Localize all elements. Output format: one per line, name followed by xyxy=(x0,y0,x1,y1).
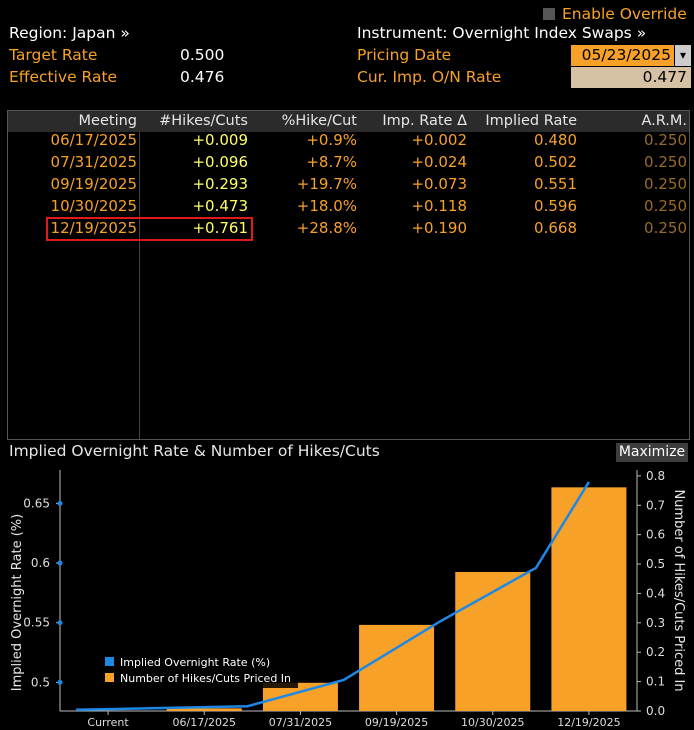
meeting-date-cell: 07/31/2025 xyxy=(50,153,137,171)
right-tick-label: 0.3 xyxy=(646,616,665,630)
left-tick-dot xyxy=(57,620,63,626)
enable-override-label[interactable]: Enable Override xyxy=(562,5,687,23)
left-tick-label: 0.6 xyxy=(31,556,50,570)
legend-bar-swatch xyxy=(105,673,114,682)
cur-imp-rate-label: Cur. Imp. O/N Rate xyxy=(357,68,502,86)
left-tick-label: 0.5 xyxy=(31,675,50,689)
maximize-button[interactable]: Maximize xyxy=(616,443,688,462)
x-tick-label: 12/19/2025 xyxy=(557,716,620,729)
arm-cell: 0.250 xyxy=(644,219,687,237)
imp-rate-delta-cell: +0.073 xyxy=(411,175,467,193)
imp-rate-delta-cell: +0.190 xyxy=(411,219,467,237)
x-tick-label: 06/17/2025 xyxy=(173,716,236,729)
left-tick-dot xyxy=(57,500,63,506)
left-tick-label: 0.55 xyxy=(23,616,50,630)
right-tick-label: 0.5 xyxy=(646,557,665,571)
highlight-box xyxy=(46,217,253,241)
arm-cell: 0.250 xyxy=(644,131,687,149)
right-tick-label: 0.6 xyxy=(646,528,665,542)
meeting-date-cell: 12/19/2025 xyxy=(50,219,137,237)
col-meeting[interactable]: Meeting xyxy=(78,113,137,129)
x-tick-label: 07/31/2025 xyxy=(269,716,332,729)
left-tick-dot xyxy=(57,560,63,566)
imp-rate-delta-cell: +0.002 xyxy=(411,131,467,149)
table-header: Meeting #Hikes/Cuts %Hike/Cut Imp. Rate … xyxy=(8,111,689,132)
pct-hike-cut-cell: +18.0% xyxy=(296,197,357,215)
hikes-bar xyxy=(455,571,531,711)
hikes-bar xyxy=(551,487,627,711)
implied-rate-cell: 0.668 xyxy=(534,219,577,237)
x-tick-label: 10/30/2025 xyxy=(461,716,524,729)
right-tick-label: 0.7 xyxy=(646,498,665,512)
column-divider xyxy=(139,132,140,439)
region-selector[interactable]: Region: Japan » xyxy=(9,24,130,42)
x-tick-label: Current xyxy=(87,716,129,729)
col-pct-hike-cut[interactable]: %Hike/Cut xyxy=(281,113,357,129)
legend-box xyxy=(100,652,298,688)
implied-rate-cell: 0.502 xyxy=(534,153,577,171)
pct-hike-cut-cell: +8.7% xyxy=(306,153,357,171)
imp-rate-delta-cell: +0.024 xyxy=(411,153,467,171)
right-tick-label: 0.2 xyxy=(646,645,665,659)
right-tick-label: 0.4 xyxy=(646,586,665,600)
implied-rate-line xyxy=(75,481,590,712)
hikes-cuts-cell: +0.761 xyxy=(192,219,248,237)
meetings-table: Meeting #Hikes/Cuts %Hike/Cut Imp. Rate … xyxy=(7,110,690,440)
hikes-cuts-cell: +0.096 xyxy=(192,153,248,171)
legend-line-label: Implied Overnight Rate (%) xyxy=(120,656,270,669)
arm-cell: 0.250 xyxy=(644,153,687,171)
hikes-bar xyxy=(359,624,435,711)
pct-hike-cut-cell: +0.9% xyxy=(306,131,357,149)
col-hikes-cuts[interactable]: #Hikes/Cuts xyxy=(159,113,248,129)
hikes-cuts-cell: +0.473 xyxy=(192,197,248,215)
implied-rate-cell: 0.551 xyxy=(534,175,577,193)
hikes-cuts-cell: +0.293 xyxy=(192,175,248,193)
implied-rate-cell: 0.596 xyxy=(534,197,577,215)
effective-rate-label: Effective Rate xyxy=(9,68,118,86)
chart-title: Implied Overnight Rate & Number of Hikes… xyxy=(9,442,380,460)
target-rate-value: 0.500 xyxy=(180,46,225,64)
imp-rate-delta-cell: +0.118 xyxy=(411,197,467,215)
hikes-cuts-cell: +0.009 xyxy=(192,131,248,149)
right-tick-label: 0.0 xyxy=(646,704,665,718)
pct-hike-cut-cell: +19.7% xyxy=(296,175,357,193)
col-arm[interactable]: A.R.M. xyxy=(641,113,687,129)
left-axis-title: Implied Overnight Rate (%) xyxy=(10,514,25,691)
left-tick-label: 0.65 xyxy=(23,496,50,510)
arm-cell: 0.250 xyxy=(644,197,687,215)
meeting-date-cell: 10/30/2025 xyxy=(50,197,137,215)
legend-bar-label: Number of Hikes/Cuts Priced In xyxy=(120,672,291,685)
hikes-bar xyxy=(166,708,242,711)
meeting-date-cell: 09/19/2025 xyxy=(50,175,137,193)
legend-line-swatch xyxy=(105,657,114,666)
right-tick-label: 0.1 xyxy=(646,675,665,689)
implied-rate-chart: 0.5 0.55 0.6 0.65 0.0 0.1 0.2 0.3 0.4 0.5 0.6 0.7 0.… xyxy=(10,469,686,729)
right-axis-title: Number of Hikes/Cuts Priced In xyxy=(671,489,686,691)
cur-imp-rate-field[interactable]: 0.477 xyxy=(571,67,691,88)
pct-hike-cut-cell: +28.8% xyxy=(296,219,357,237)
enable-override-checkbox[interactable] xyxy=(543,8,555,20)
col-implied-rate[interactable]: Implied Rate xyxy=(485,113,577,129)
x-tick-label: 09/19/2025 xyxy=(365,716,428,729)
arm-cell: 0.250 xyxy=(644,175,687,193)
calendar-icon[interactable]: ▾ xyxy=(675,45,691,66)
pricing-date-field[interactable]: 05/23/2025 xyxy=(571,45,674,66)
implied-rate-cell: 0.480 xyxy=(534,131,577,149)
instrument-selector[interactable]: Instrument: Overnight Index Swaps » xyxy=(357,24,647,42)
right-tick-label: 0.8 xyxy=(646,469,665,483)
col-imp-rate-delta[interactable]: Imp. Rate Δ xyxy=(382,113,467,129)
left-tick-dot xyxy=(57,679,63,685)
pricing-date-label: Pricing Date xyxy=(357,46,452,64)
effective-rate-value: 0.476 xyxy=(180,68,225,86)
meeting-date-cell: 06/17/2025 xyxy=(50,131,137,149)
target-rate-label: Target Rate xyxy=(9,46,98,64)
